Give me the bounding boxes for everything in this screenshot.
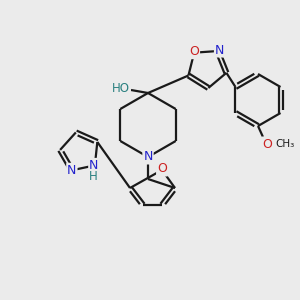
Text: N: N — [67, 164, 76, 177]
Text: CH₃: CH₃ — [275, 139, 294, 149]
Text: O: O — [189, 45, 199, 58]
Text: N: N — [143, 151, 153, 164]
Text: N: N — [89, 159, 99, 172]
Text: O: O — [157, 163, 167, 176]
Text: O: O — [262, 137, 272, 151]
Text: HO: HO — [112, 82, 130, 94]
Text: H: H — [88, 170, 97, 183]
Text: N: N — [215, 44, 224, 56]
